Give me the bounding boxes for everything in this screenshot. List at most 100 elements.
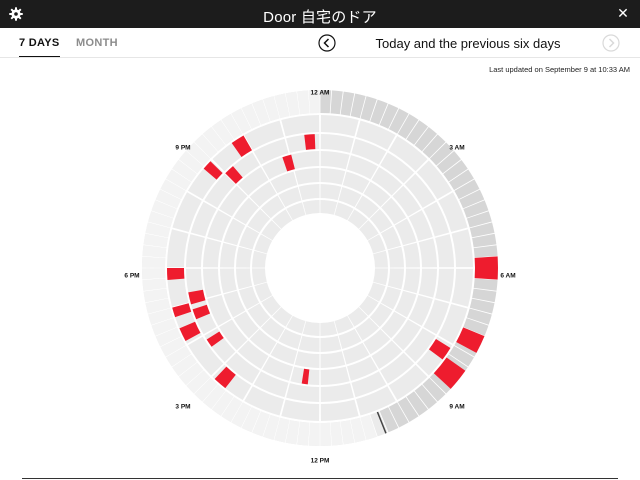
slot-day-5 bbox=[355, 317, 380, 341]
slot-today-upcoming bbox=[297, 421, 310, 446]
slot-day-1 bbox=[451, 229, 473, 268]
chevron-left-circle-icon[interactable] bbox=[318, 34, 336, 52]
label-6pm: 6 PM bbox=[124, 272, 140, 280]
slot-today bbox=[370, 99, 388, 125]
slot-day-6 bbox=[261, 295, 281, 316]
gear-icon[interactable] bbox=[7, 5, 25, 23]
slot-day-4 bbox=[363, 181, 391, 207]
slot-today-upcoming bbox=[221, 397, 243, 422]
slot-day-6 bbox=[373, 250, 388, 268]
slot-day-1 bbox=[438, 303, 468, 344]
slot-day-4 bbox=[320, 168, 346, 185]
slot-today bbox=[406, 120, 429, 145]
slot-today bbox=[422, 377, 446, 402]
slot-today-upcoming bbox=[194, 134, 218, 159]
slot-day-1 bbox=[281, 115, 320, 137]
slot-today-upcoming bbox=[211, 391, 234, 416]
slot-today bbox=[414, 127, 438, 152]
slot-day-3 bbox=[219, 185, 248, 217]
slot-day-5 bbox=[369, 208, 393, 233]
tab-month[interactable]: MONTH bbox=[76, 37, 118, 49]
slot-day-4 bbox=[233, 197, 259, 225]
window-title: Door 自宅のドア bbox=[263, 9, 377, 26]
slot-day-3 bbox=[408, 294, 433, 326]
slot-day-5 bbox=[380, 286, 402, 310]
slot-today-upcoming bbox=[179, 362, 204, 386]
slot-today-upcoming bbox=[350, 417, 366, 443]
slot-day-5 bbox=[338, 328, 362, 350]
slot-day-4 bbox=[270, 342, 298, 365]
slot-day-4 bbox=[403, 268, 420, 294]
event-segment bbox=[225, 166, 243, 184]
slot-day-3 bbox=[219, 319, 248, 351]
slot-today-upcoming bbox=[143, 233, 168, 248]
slot-day-4 bbox=[233, 311, 259, 339]
slot-day-5 bbox=[320, 184, 342, 201]
slot-day-5 bbox=[298, 335, 320, 352]
slot-day-3 bbox=[290, 151, 320, 170]
slot-day-3 bbox=[207, 210, 232, 242]
slot-day-2 bbox=[380, 352, 415, 384]
slot-today bbox=[340, 91, 355, 116]
slot-day-4 bbox=[394, 218, 417, 246]
slot-day-4 bbox=[223, 290, 246, 318]
slot-today bbox=[422, 134, 446, 159]
chevron-right-circle-icon[interactable] bbox=[602, 34, 620, 52]
event-segment bbox=[428, 339, 451, 360]
slot-today-upcoming bbox=[360, 414, 377, 440]
slot-day-2 bbox=[423, 299, 450, 335]
slot-day-4 bbox=[294, 351, 320, 368]
date-range-title: Today and the previous six days bbox=[375, 36, 561, 51]
slot-today-upcoming bbox=[263, 414, 280, 440]
slot-today-upcoming bbox=[241, 407, 261, 433]
event-segment bbox=[203, 161, 223, 180]
event-segment bbox=[179, 321, 201, 342]
slot-day-6 bbox=[320, 321, 338, 336]
slot-today-upcoming bbox=[340, 420, 355, 445]
slot-day-5 bbox=[278, 328, 302, 350]
slot-day-2 bbox=[320, 134, 354, 153]
slot-day-4 bbox=[220, 268, 237, 294]
event-segment bbox=[282, 154, 295, 172]
slot-day-6 bbox=[261, 220, 281, 241]
now-marker bbox=[376, 411, 387, 434]
slot-day-5 bbox=[320, 335, 342, 352]
slot-today-upcoming bbox=[274, 417, 290, 443]
slot-day-1 bbox=[438, 192, 468, 233]
slot-day-2 bbox=[186, 234, 205, 268]
slot-today bbox=[443, 159, 468, 182]
slot-today bbox=[463, 200, 489, 218]
slot-day-2 bbox=[253, 138, 289, 165]
slot-today-upcoming bbox=[145, 222, 171, 238]
slot-day-4 bbox=[342, 342, 370, 365]
slot-today-upcoming bbox=[155, 327, 181, 347]
slot-today bbox=[429, 142, 454, 166]
slot-day-3 bbox=[203, 238, 222, 268]
slot-today bbox=[330, 90, 343, 115]
event-segment bbox=[214, 366, 236, 389]
slot-day-3 bbox=[237, 167, 269, 196]
slot-day-4 bbox=[381, 197, 407, 225]
slot-today-upcoming bbox=[252, 99, 270, 125]
slot-today-upcoming bbox=[143, 288, 168, 303]
close-icon[interactable]: ✕ bbox=[617, 6, 629, 22]
slot-today-upcoming bbox=[330, 421, 343, 446]
slot-today-upcoming bbox=[160, 336, 186, 357]
slot-day-5 bbox=[387, 268, 404, 290]
header-divider bbox=[0, 57, 640, 58]
slot-today-upcoming bbox=[186, 142, 211, 166]
slot-day-5 bbox=[369, 303, 393, 328]
slot-today-upcoming bbox=[202, 127, 226, 152]
slot-day-2 bbox=[190, 201, 217, 237]
slot-today bbox=[466, 211, 492, 228]
slot-day-1 bbox=[281, 399, 320, 421]
slot-today-upcoming bbox=[231, 108, 252, 134]
slot-today-upcoming bbox=[142, 278, 167, 291]
slot-day-6 bbox=[302, 200, 320, 215]
slot-today bbox=[454, 179, 480, 200]
slot-today bbox=[414, 384, 438, 409]
slot-today-upcoming bbox=[160, 179, 186, 200]
slot-day-3 bbox=[392, 185, 421, 217]
slot-today bbox=[397, 114, 419, 139]
